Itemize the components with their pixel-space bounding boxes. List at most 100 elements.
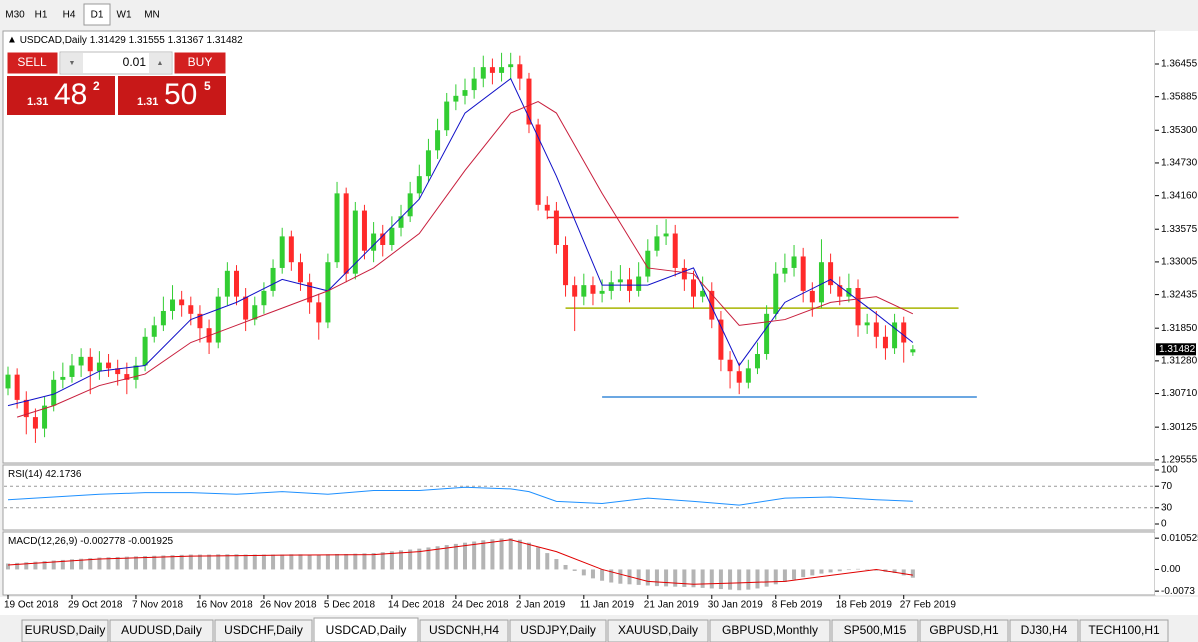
tab-label: USDCHF,Daily xyxy=(224,623,303,637)
rsi-tick-label: 30 xyxy=(1161,502,1173,513)
candle-body xyxy=(425,150,431,177)
macd-label: MACD(12,26,9) xyxy=(8,536,77,547)
candle-body xyxy=(617,279,623,283)
tab[interactable] xyxy=(831,619,919,642)
tab[interactable] xyxy=(21,619,109,642)
candle-body xyxy=(14,374,20,400)
macd-bar xyxy=(874,569,879,571)
timeframe-label: MN xyxy=(144,10,160,21)
candle-body xyxy=(681,267,687,280)
timeframe-label: H4 xyxy=(63,10,76,21)
macd-bar xyxy=(115,556,120,570)
tab[interactable] xyxy=(709,619,831,642)
timeframe-button[interactable] xyxy=(2,4,28,25)
sell-price-box[interactable] xyxy=(7,76,115,115)
macd-bar xyxy=(133,556,138,570)
tab[interactable] xyxy=(1009,619,1079,642)
y-tick-label: 1.31850 xyxy=(1161,323,1198,334)
moving-average xyxy=(16,101,914,418)
candle-body xyxy=(106,362,112,369)
macd-bar xyxy=(517,539,522,570)
trade-panel: SELL ▼ ▲ 0.01 BUY 1.31 48 2 1.31 50 5 xyxy=(6,51,227,115)
macd-bar xyxy=(453,543,458,570)
macd-bar xyxy=(42,561,47,570)
macd-bar xyxy=(472,541,477,570)
buy-prefix: 1.31 xyxy=(137,96,158,108)
rsi-tick-label: 0 xyxy=(1161,519,1167,530)
candle-body xyxy=(599,290,605,294)
y-tick-label: 1.32435 xyxy=(1161,289,1198,300)
timeframe-button[interactable] xyxy=(83,3,111,26)
timeframe-button[interactable] xyxy=(28,4,54,25)
tab[interactable] xyxy=(313,617,419,642)
tab[interactable] xyxy=(214,619,313,642)
buy-price-box[interactable] xyxy=(118,76,226,115)
x-tick-label: 18 Feb 2019 xyxy=(836,600,893,611)
candle-body xyxy=(224,270,230,297)
tab[interactable] xyxy=(509,619,607,642)
macd-bar xyxy=(755,569,760,589)
macd-bar xyxy=(380,552,385,570)
candle-body xyxy=(371,233,377,251)
tab[interactable] xyxy=(109,619,214,642)
lot-box[interactable] xyxy=(59,51,173,75)
candle-body xyxy=(800,256,806,291)
candle-body xyxy=(5,374,11,389)
candle-body xyxy=(581,285,587,297)
tab[interactable] xyxy=(919,619,1009,642)
timeframe-button[interactable] xyxy=(56,4,82,25)
candle-body xyxy=(526,78,532,125)
timeframe-label: D1 xyxy=(91,10,104,21)
timeframe-button[interactable] xyxy=(139,4,165,25)
candle-body xyxy=(23,399,29,418)
x-tick-label: 14 Dec 2018 xyxy=(388,600,445,611)
macd-bar xyxy=(79,558,84,570)
macd-bar xyxy=(307,554,312,570)
macd-bar xyxy=(97,557,102,570)
macd-bar xyxy=(124,556,129,570)
sell-button[interactable] xyxy=(6,51,59,75)
lot-down[interactable] xyxy=(61,53,83,73)
macd-bar xyxy=(261,554,266,570)
macd-bar xyxy=(746,569,751,590)
timeframe-label: H1 xyxy=(35,10,48,21)
tab[interactable] xyxy=(419,619,509,642)
macd-bar xyxy=(325,554,330,570)
buy-label: BUY xyxy=(188,55,213,69)
macd-bar xyxy=(508,538,513,570)
macd-bar xyxy=(654,569,659,587)
candle-body xyxy=(69,365,75,377)
macd-bar xyxy=(526,542,531,570)
macd-bar xyxy=(280,554,285,570)
lot-up[interactable] xyxy=(149,53,171,73)
macd-bar xyxy=(371,553,376,570)
candle-body xyxy=(188,305,194,314)
candle-body xyxy=(782,267,788,274)
macd-bar xyxy=(389,551,394,570)
candle-body xyxy=(590,285,596,294)
macd-bar xyxy=(728,569,733,590)
y-tick-label: 1.30125 xyxy=(1161,422,1198,433)
macd-bar xyxy=(764,569,769,587)
macd-bar xyxy=(892,569,897,574)
buy-button[interactable] xyxy=(173,51,227,75)
macd-bar xyxy=(234,554,239,570)
x-tick-label: 21 Jan 2019 xyxy=(644,600,699,611)
candle-body xyxy=(663,233,669,237)
candle-body xyxy=(42,405,48,429)
macd-bar xyxy=(910,569,915,578)
macd-bar xyxy=(344,553,349,570)
macd-panel xyxy=(2,531,1156,596)
candle-body xyxy=(508,64,514,68)
timeframe-button[interactable] xyxy=(111,4,137,25)
tab[interactable] xyxy=(607,619,709,642)
tab[interactable] xyxy=(1079,619,1169,642)
macd-bar xyxy=(463,542,467,570)
candle-body xyxy=(170,299,176,311)
candle-body xyxy=(124,374,130,380)
candle-body xyxy=(252,305,258,320)
macd-bar xyxy=(33,561,38,570)
y-tick-label: 1.34160 xyxy=(1161,190,1198,201)
candle-body xyxy=(51,379,57,406)
macd-bar xyxy=(700,569,705,588)
